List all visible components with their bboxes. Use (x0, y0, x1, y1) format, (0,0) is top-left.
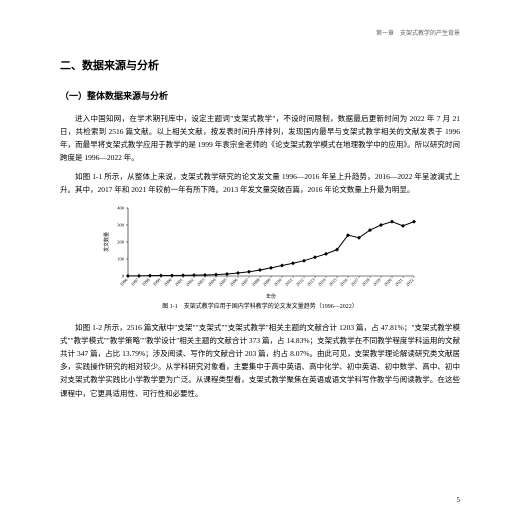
paragraph-3: 如图 1-2 所示，2516 篇文献中"支架""支架式""支架式教学"相关主题的… (60, 321, 460, 400)
svg-text:2013: 2013 (306, 277, 316, 287)
svg-text:2007: 2007 (240, 277, 250, 287)
svg-text:1997: 1997 (130, 277, 140, 287)
svg-text:1999: 1999 (152, 277, 162, 287)
svg-text:2004: 2004 (207, 277, 217, 287)
chapter-header: 第一章 支架式教学的产生背景 (60, 30, 460, 40)
svg-text:年份: 年份 (266, 293, 276, 300)
svg-text:2003: 2003 (196, 277, 206, 287)
svg-text:发文数量: 发文数量 (103, 232, 110, 252)
svg-text:2014: 2014 (317, 277, 327, 287)
svg-text:2011: 2011 (284, 277, 294, 287)
svg-text:2000: 2000 (163, 277, 173, 287)
svg-text:2001: 2001 (174, 277, 184, 287)
paragraph-2: 如图 1-1 所示，从整体上来说，支架式教学研究的论文发文量 1996—2016… (60, 170, 460, 196)
svg-text:2017: 2017 (350, 277, 360, 287)
svg-text:2021: 2021 (394, 277, 404, 287)
svg-text:2009: 2009 (262, 277, 272, 287)
svg-text:1998: 1998 (141, 277, 151, 287)
svg-text:200: 200 (117, 240, 125, 245)
svg-text:2008: 2008 (251, 277, 261, 287)
line-chart: 0100200300400199619971998199920002001200… (100, 202, 420, 300)
page-number: 5 (457, 495, 461, 506)
svg-text:300: 300 (117, 223, 125, 228)
paragraph-1: 进入中国知网，在学术期刊库中，设定主题词"支架式教学"，不设时间限制，数据最后更… (60, 112, 460, 165)
svg-text:2005: 2005 (218, 277, 228, 287)
subsection-title: （一）整体数据来源与分析 (60, 89, 460, 103)
svg-text:100: 100 (117, 257, 125, 262)
svg-text:2016: 2016 (339, 277, 349, 287)
svg-text:2018: 2018 (361, 277, 371, 287)
svg-text:2022: 2022 (405, 277, 415, 287)
svg-text:2012: 2012 (295, 277, 305, 287)
svg-text:1996: 1996 (119, 277, 129, 287)
svg-text:2020: 2020 (383, 277, 393, 287)
svg-text:2019: 2019 (372, 277, 382, 287)
svg-text:2015: 2015 (328, 277, 338, 287)
svg-text:2002: 2002 (185, 277, 195, 287)
svg-text:2010: 2010 (273, 277, 283, 287)
svg-text:400: 400 (117, 206, 125, 211)
svg-text:2006: 2006 (229, 277, 239, 287)
chart-caption: 图 1-1 支架式教学应用于国内学科教学的论文发文量趋势（1996—2022） (60, 303, 460, 313)
chart-container: 0100200300400199619971998199920002001200… (60, 202, 460, 313)
section-title: 二、数据来源与分析 (60, 58, 460, 76)
